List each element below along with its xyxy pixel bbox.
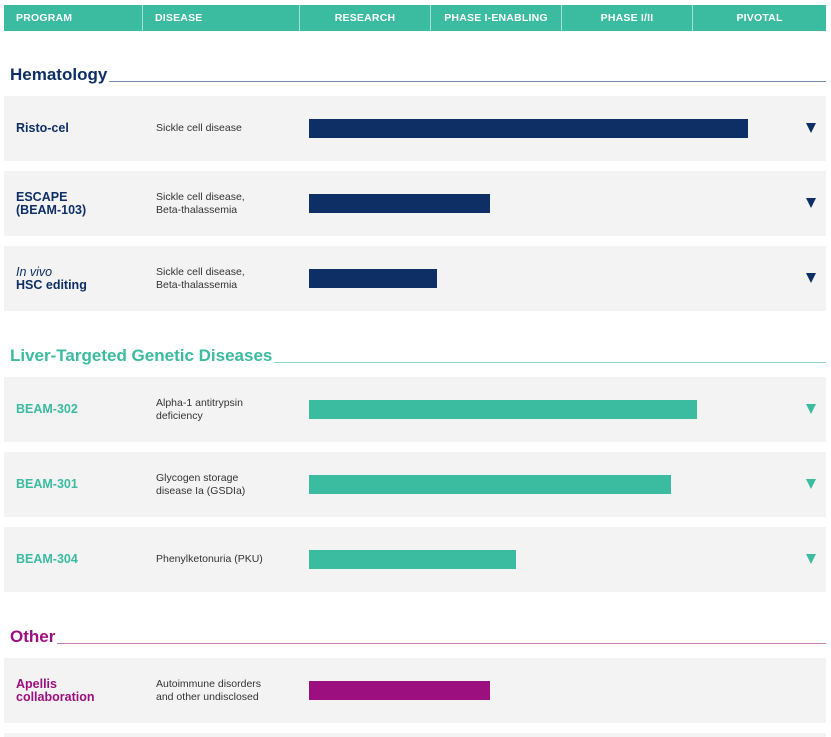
progress-bar — [309, 550, 516, 569]
program-name-line: HSC editing — [16, 277, 87, 292]
program-row: BEAM-301 Glycogen storage disease Ia (GSDI… — [4, 452, 826, 517]
header-col-program: PROGRAM — [4, 5, 143, 31]
program-name-line: collaboration — [16, 689, 95, 704]
next-row-stub — [4, 733, 826, 737]
program-name-line: BEAM-302 — [16, 402, 78, 416]
disease-line: Glycogen storage — [156, 472, 239, 484]
program-row: ESCAPE (BEAM-103) Sickle cell disease, Beta… — [4, 171, 826, 236]
expand-arrow-icon[interactable] — [806, 554, 816, 564]
progress-bar — [309, 681, 490, 700]
program-name-line: ESCAPE — [16, 189, 68, 204]
expand-arrow-icon[interactable] — [806, 404, 816, 414]
program-row: Apellis collaboration Autoimmune disorders… — [4, 658, 826, 723]
header-col-phase-i-enabling: PHASE I-ENABLING — [431, 5, 562, 31]
section-title-hematology: Hematology — [10, 65, 108, 84]
pipeline-header: PROGRAM DISEASE RESEARCH PHASE I-ENABLING PH… — [4, 5, 826, 31]
program-name: BEAM-301 — [16, 452, 78, 517]
program-row: Risto-cel Sickle cell disease — [4, 96, 826, 161]
program-name-line: Apellis — [16, 676, 57, 691]
program-row: In vivo HSC editing Sickle cell disease, Be… — [4, 246, 826, 311]
header-col-research: RESEARCH — [300, 5, 431, 31]
program-name-line: Risto-cel — [16, 121, 69, 135]
expand-arrow-icon[interactable] — [806, 479, 816, 489]
disease-line: Phenylketonuria (PKU) — [156, 553, 263, 566]
expand-arrow-icon[interactable] — [806, 198, 816, 208]
section-divider-other — [57, 643, 826, 644]
disease-line: Beta-thalassemia — [156, 278, 238, 291]
disease-label: Glycogen storage disease Ia (GSDIa) — [156, 452, 245, 517]
program-name: BEAM-304 — [16, 527, 78, 592]
disease-line: Sickle cell disease, — [156, 266, 245, 278]
disease-line: Sickle cell disease, — [156, 191, 245, 203]
progress-bar — [309, 119, 748, 138]
program-name-line: BEAM-304 — [16, 552, 78, 566]
disease-label: Autoimmune disorders and other undisclose… — [156, 658, 261, 723]
header-col-pivotal: PIVOTAL — [736, 12, 783, 24]
disease-line: and other undisclosed — [156, 690, 259, 703]
program-name: ESCAPE (BEAM-103) — [16, 171, 86, 236]
disease-line: Beta-thalassemia — [156, 203, 238, 216]
disease-label: Phenylketonuria (PKU) — [156, 527, 263, 592]
expand-arrow-icon[interactable] — [806, 123, 816, 133]
disease-line: Sickle cell disease — [156, 122, 242, 135]
section-divider-hematology — [109, 81, 826, 82]
disease-line: deficiency — [156, 409, 203, 422]
section-title-other: Other — [10, 627, 56, 646]
progress-bar — [309, 475, 671, 494]
section-title-liver-targeted-genetic-diseases: Liver-Targeted Genetic Diseases — [10, 346, 273, 365]
program-name-line: In vivo — [16, 264, 53, 279]
header-col-disease: DISEASE — [143, 5, 300, 31]
progress-bar — [309, 269, 437, 288]
program-name: BEAM-302 — [16, 377, 78, 442]
disease-line: Autoimmune disorders — [156, 678, 262, 690]
program-name: Apellis collaboration — [16, 658, 94, 723]
program-row: BEAM-302 Alpha-1 antitrypsin deficiency — [4, 377, 826, 442]
progress-bar — [309, 194, 490, 213]
program-name-line: (BEAM-103) — [16, 202, 87, 217]
disease-line: Alpha-1 antitrypsin — [156, 397, 243, 409]
header-col-phase-i-ii: PHASE I/II — [562, 5, 693, 31]
disease-line: disease Ia (GSDIa) — [156, 484, 246, 497]
program-name-line: BEAM-301 — [16, 477, 78, 491]
program-name: Risto-cel — [16, 96, 69, 161]
disease-label: Sickle cell disease — [156, 96, 242, 161]
disease-label: Sickle cell disease, Beta-thalassemia — [156, 246, 245, 311]
disease-label: Alpha-1 antitrypsin deficiency — [156, 377, 243, 442]
program-row: BEAM-304 Phenylketonuria (PKU) — [4, 527, 826, 592]
progress-bar — [309, 400, 697, 419]
disease-label: Sickle cell disease, Beta-thalassemia — [156, 171, 245, 236]
expand-arrow-icon[interactable] — [806, 273, 816, 283]
section-divider-liver-targeted-genetic-diseases — [274, 362, 826, 363]
program-name: In vivo HSC editing — [16, 246, 87, 311]
